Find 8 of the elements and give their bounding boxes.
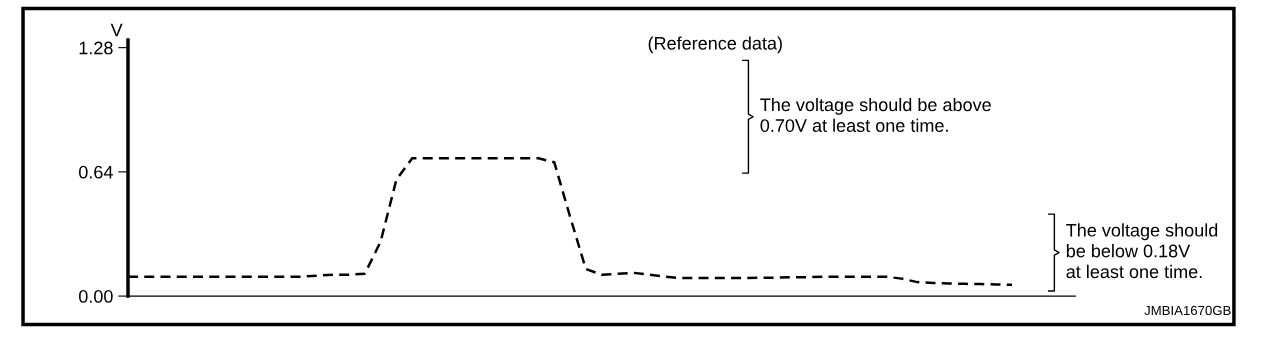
y-tick-label: 0.64 [78, 165, 113, 179]
text: JMBIA1670GB [1144, 305, 1231, 316]
y-tick-label: 1.28 [79, 41, 113, 55]
annotation: The voltage should be below 0.18V at least one time. [1066, 223, 1218, 279]
y-tick-label: 0.00 [78, 290, 113, 303]
annotation: The voltage should be above 0.70V at least one time. [760, 97, 991, 132]
y-axis-title: V [110, 23, 123, 37]
chart-title: (Reference data) [648, 36, 782, 54]
